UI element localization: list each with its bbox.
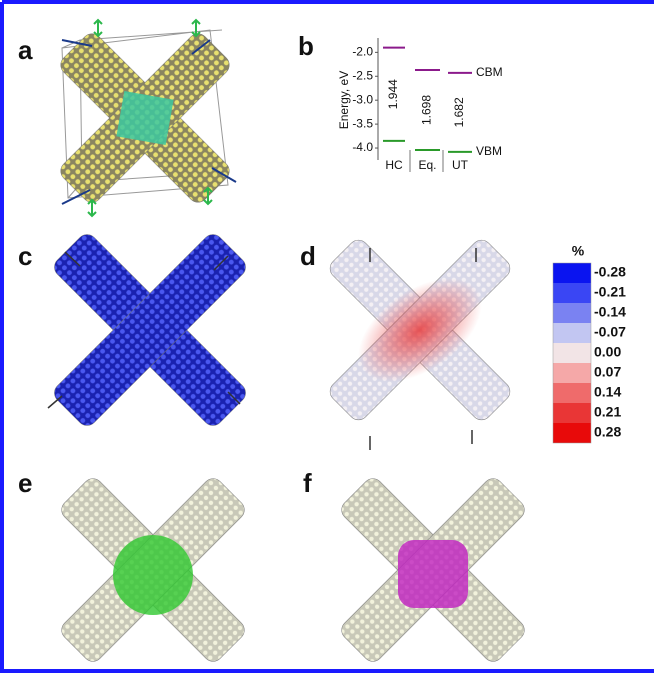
gap-label: 1.698 (420, 95, 434, 125)
colorbar-swatch (553, 323, 591, 343)
colorbar-swatch (553, 263, 591, 283)
charge-density (113, 535, 193, 615)
charge-density (398, 540, 468, 608)
y-tick-label: -2.0 (352, 45, 373, 59)
panel-label: d (300, 241, 316, 271)
colorbar-label: 0.14 (594, 384, 621, 400)
figure: a b c d e f Energy, eV-2.0 -2.5 -3.0 -3.5 -4.0 HC 1.… (0, 0, 654, 673)
gap-label: 1.682 (452, 97, 466, 127)
colorbar-label: 0.00 (594, 344, 621, 360)
colorbar-swatch (553, 383, 591, 403)
panel-label: e (18, 468, 32, 498)
x-tick-label: UT (452, 158, 469, 172)
colorbar-label: -0.14 (594, 304, 626, 320)
colorbar-swatch (553, 403, 591, 423)
y-tick-label: -3.0 (352, 92, 373, 106)
colorbar-label: -0.21 (594, 284, 626, 300)
colorbar-swatch (553, 303, 591, 323)
series-label: CBM (476, 65, 503, 79)
y-axis-label: Energy, eV (337, 71, 351, 129)
colorbar-label: -0.28 (594, 264, 626, 280)
panel-label: f (303, 468, 312, 498)
page: a b c d e f Energy, eV-2.0 -2.5 -3.0 -3.5 -4.0 HC 1.… (0, 0, 654, 673)
colorbar-swatch (553, 363, 591, 383)
panel-label: a (18, 35, 33, 65)
panel-label: c (18, 241, 32, 271)
panel-label: b (298, 31, 314, 61)
strain-arrow (192, 20, 200, 36)
x-tick-label: HC (385, 158, 403, 172)
colorbar-swatch (553, 283, 591, 303)
y-tick-label: -2.5 (352, 68, 373, 82)
colorbar-swatch (553, 343, 591, 363)
colorbar-label: 0.21 (594, 404, 621, 420)
colorbar-title: % (572, 243, 585, 259)
y-tick-label: -3.5 (352, 116, 373, 130)
strain-arrow (88, 200, 96, 216)
colorbar-label: 0.28 (594, 424, 621, 440)
strain-arrow (94, 20, 102, 36)
colorbar-label: 0.07 (594, 364, 621, 380)
y-tick-label: -4.0 (352, 140, 373, 154)
colorbar-swatch (553, 423, 591, 443)
core (116, 91, 173, 145)
colorbar-label: -0.07 (594, 324, 626, 340)
series-label: VBM (476, 144, 502, 158)
gap-label: 1.944 (386, 79, 400, 109)
x-tick-label: Eq. (418, 158, 436, 172)
